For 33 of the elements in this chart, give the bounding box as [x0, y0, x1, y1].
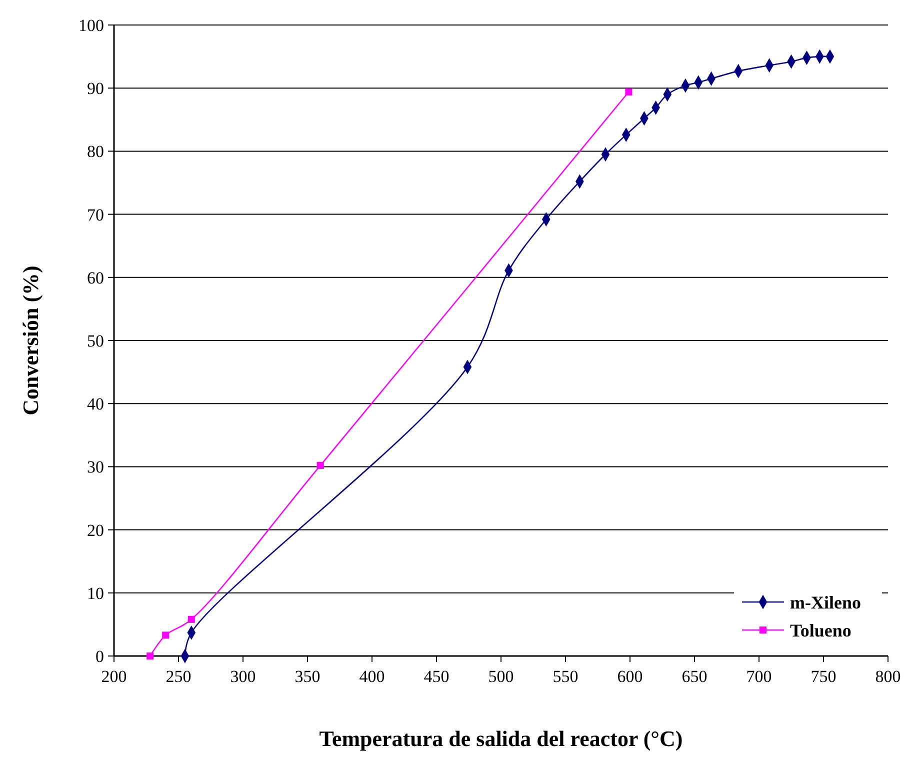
x-tick-label: 750	[810, 667, 836, 686]
y-tick-label: 40	[87, 394, 104, 414]
x-tick-label: 800	[875, 667, 901, 686]
x-tick-label: 550	[552, 667, 578, 686]
y-tick-label: 80	[87, 142, 104, 162]
x-tick-label: 300	[230, 667, 256, 686]
y-tick-label: 20	[87, 520, 104, 540]
y-tick-label: 70	[87, 205, 104, 224]
legend-label: Tolueno	[790, 620, 852, 640]
y-tick-label: 100	[78, 16, 104, 35]
point	[316, 462, 324, 469]
x-tick-label: 650	[682, 667, 708, 686]
y-tick-label: 10	[87, 584, 104, 603]
point	[625, 88, 632, 96]
x-axis-title: Temperatura de salida del reactor (°C)	[319, 726, 683, 751]
y-tick-label: 60	[87, 268, 104, 288]
x-tick-label: 500	[488, 667, 514, 686]
x-tick-label: 200	[101, 667, 127, 686]
x-tick-label: 700	[746, 667, 772, 686]
x-tick-label: 600	[617, 667, 643, 686]
x-tick-label: 450	[424, 667, 450, 686]
x-tick-label: 400	[359, 667, 385, 686]
point	[162, 632, 170, 639]
x-tick-label: 250	[166, 667, 192, 686]
x-tick-label: 350	[294, 667, 320, 686]
y-axis-title: Conversión (%)	[18, 266, 43, 416]
y-tick-label: 0	[96, 646, 104, 666]
y-tick-label: 30	[87, 458, 104, 477]
legend-label: m-Xileno	[790, 592, 861, 612]
point	[188, 616, 195, 623]
y-tick-label: 90	[87, 79, 104, 98]
y-tick-label: 50	[87, 331, 104, 350]
point	[146, 652, 154, 660]
